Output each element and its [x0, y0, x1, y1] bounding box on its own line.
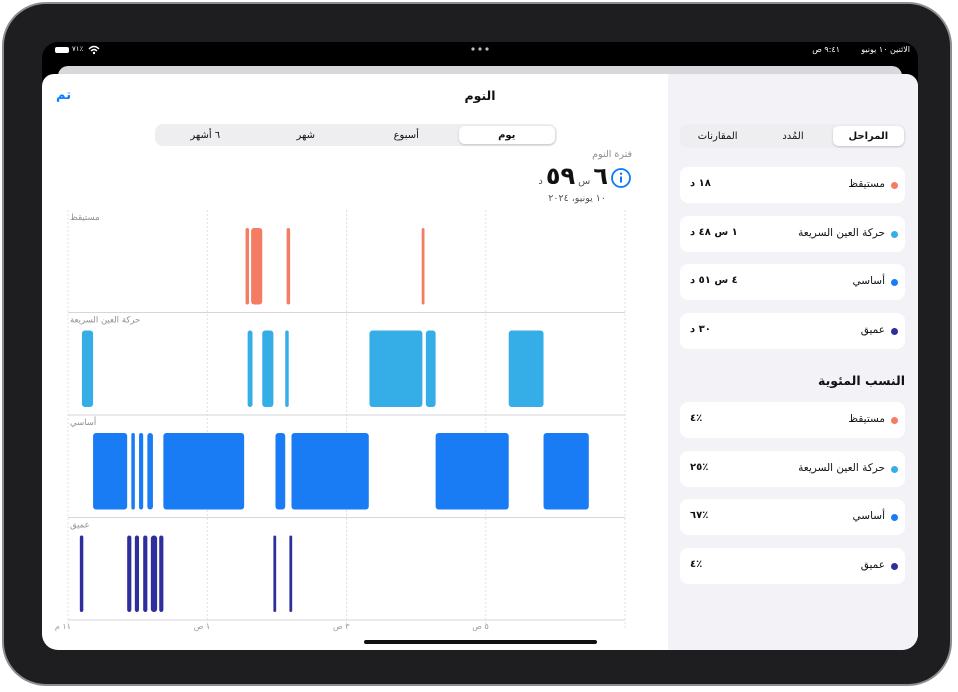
- stage-bar: [275, 433, 286, 510]
- stage-bar: [435, 433, 509, 510]
- stage-bar: [139, 433, 144, 510]
- x-tick-label: ١١ م: [55, 622, 71, 631]
- summary-label: فترة النوم: [592, 149, 632, 160]
- status-clock: ٩:٤١ ص: [812, 45, 840, 54]
- stage-bar: [421, 228, 425, 305]
- done-button[interactable]: تم: [56, 88, 72, 103]
- stage-value: ٣٠ د: [690, 324, 711, 336]
- stage-name: مستيقظ: [848, 413, 885, 425]
- stage-bar: [143, 535, 148, 612]
- percentage-card: حركة العين السريعة ٪٢٥: [680, 450, 905, 487]
- duration-card: عميق ٣٠ د: [680, 313, 905, 350]
- stage-name: عميق: [860, 324, 885, 337]
- stage-name: حركة العين السريعة: [798, 226, 885, 239]
- stage-name: عميق: [860, 559, 885, 572]
- x-tick-label: ٥ ص: [472, 622, 489, 631]
- hours-unit: س: [578, 176, 591, 187]
- stage-bar: [262, 330, 274, 407]
- stage-bar: [273, 535, 277, 612]
- stage-bar: [131, 433, 135, 510]
- stage-value: ١ س ٤٨ د: [690, 226, 738, 238]
- stage-value: ٪٤: [690, 559, 703, 571]
- stage-bar: [245, 228, 250, 305]
- stage-bar: [93, 433, 128, 510]
- status-battery: ٪٧١: [72, 45, 84, 53]
- range-tab[interactable]: يوم: [458, 126, 555, 144]
- stage-value: ٪٢٥: [690, 461, 709, 473]
- x-tick-label: ١ ص: [194, 622, 211, 631]
- stage-value: ٪٤: [690, 413, 703, 424]
- stage-dot: [891, 230, 898, 238]
- stage-segmented-control: المراحل المُدد المقارنات: [680, 124, 906, 148]
- stage-dot: [891, 417, 898, 424]
- stage-bar: [285, 330, 289, 407]
- minutes: ٥٩: [545, 162, 576, 190]
- stage-bar: [159, 535, 164, 612]
- duration-card: حركة العين السريعة ١ س ٤٨ د: [680, 215, 905, 252]
- percentage-card: أساسي ٪٦٧: [680, 499, 905, 536]
- stage-dot: [891, 563, 898, 571]
- stage-tab[interactable]: المراحل: [832, 126, 904, 146]
- stage-bar: [150, 535, 158, 612]
- stage-bar: [291, 433, 369, 510]
- stage-bar: [289, 535, 293, 612]
- stage-bar: [247, 330, 253, 407]
- info-button[interactable]: [610, 167, 632, 189]
- stage-bar: [147, 433, 153, 510]
- stage-bar: [543, 433, 589, 510]
- stage-bar: [369, 330, 423, 407]
- range-tab[interactable]: أسبوع: [393, 129, 419, 141]
- range-tab[interactable]: شهر: [296, 129, 315, 141]
- stage-dot: [891, 465, 898, 473]
- range-tab[interactable]: ٦ أشهر: [190, 129, 221, 141]
- stage-name: حركة العين السريعة: [798, 461, 885, 474]
- stage-tab[interactable]: المقارنات: [697, 130, 738, 142]
- stage-bar: [134, 535, 140, 612]
- stage-bar: [79, 535, 84, 612]
- range-segmented-control: يوم أسبوع شهر ٦ أشهر: [155, 124, 557, 146]
- stage-bar: [251, 228, 263, 305]
- stage-tab[interactable]: المُدد: [782, 130, 804, 142]
- multitask-dots: [471, 47, 489, 51]
- stage-value: ٪٦٧: [690, 510, 709, 522]
- stage-name: مستيقظ: [848, 178, 885, 190]
- stage-bar: [425, 330, 436, 407]
- summary-date: ١٠ يونيو، ٢٠٢٤: [548, 193, 606, 204]
- stage-dot: [891, 182, 898, 189]
- duration-card: أساسي ٤ س ٥١ د: [680, 264, 905, 301]
- stage-dot: [891, 279, 898, 287]
- stage-label: حركة العين السريعة: [70, 316, 140, 326]
- stage-bar: [163, 433, 245, 510]
- home-indicator: [364, 640, 597, 644]
- stage-name: أساسي: [852, 510, 885, 523]
- x-tick-label: ٣ ص: [333, 622, 350, 631]
- wifi-icon: [88, 45, 100, 55]
- stage-bar: [127, 535, 132, 612]
- stage-value: ٤ س ٥١ د: [690, 275, 738, 287]
- stage-bar: [508, 330, 544, 407]
- sheet-title: النوم: [464, 88, 496, 103]
- stage-dot: [891, 328, 898, 336]
- percentage-card: مستيقظ ٪٤: [680, 402, 905, 438]
- duration-card: مستيقظ ١٨ د: [680, 167, 905, 203]
- hours: ٦: [593, 162, 608, 190]
- stage-value: ١٨ د: [690, 178, 711, 189]
- stage-bar: [81, 330, 94, 407]
- stage-label: أساسي: [70, 416, 96, 428]
- stage-bar: [286, 228, 291, 305]
- stage-label: مستيقظ: [70, 213, 100, 223]
- summary-duration: ٦ س ٥٩ د: [538, 162, 608, 190]
- status-date: الاثنين ١٠ يونيو: [861, 45, 910, 54]
- percent-title: النسب المئوية: [818, 373, 905, 388]
- minutes-unit: د: [538, 176, 543, 187]
- stage-label: عميق: [70, 521, 90, 531]
- stage-name: أساسي: [852, 275, 885, 288]
- percentage-card: عميق ٪٤: [680, 548, 905, 585]
- battery-icon: [55, 47, 69, 53]
- stage-dot: [891, 514, 898, 522]
